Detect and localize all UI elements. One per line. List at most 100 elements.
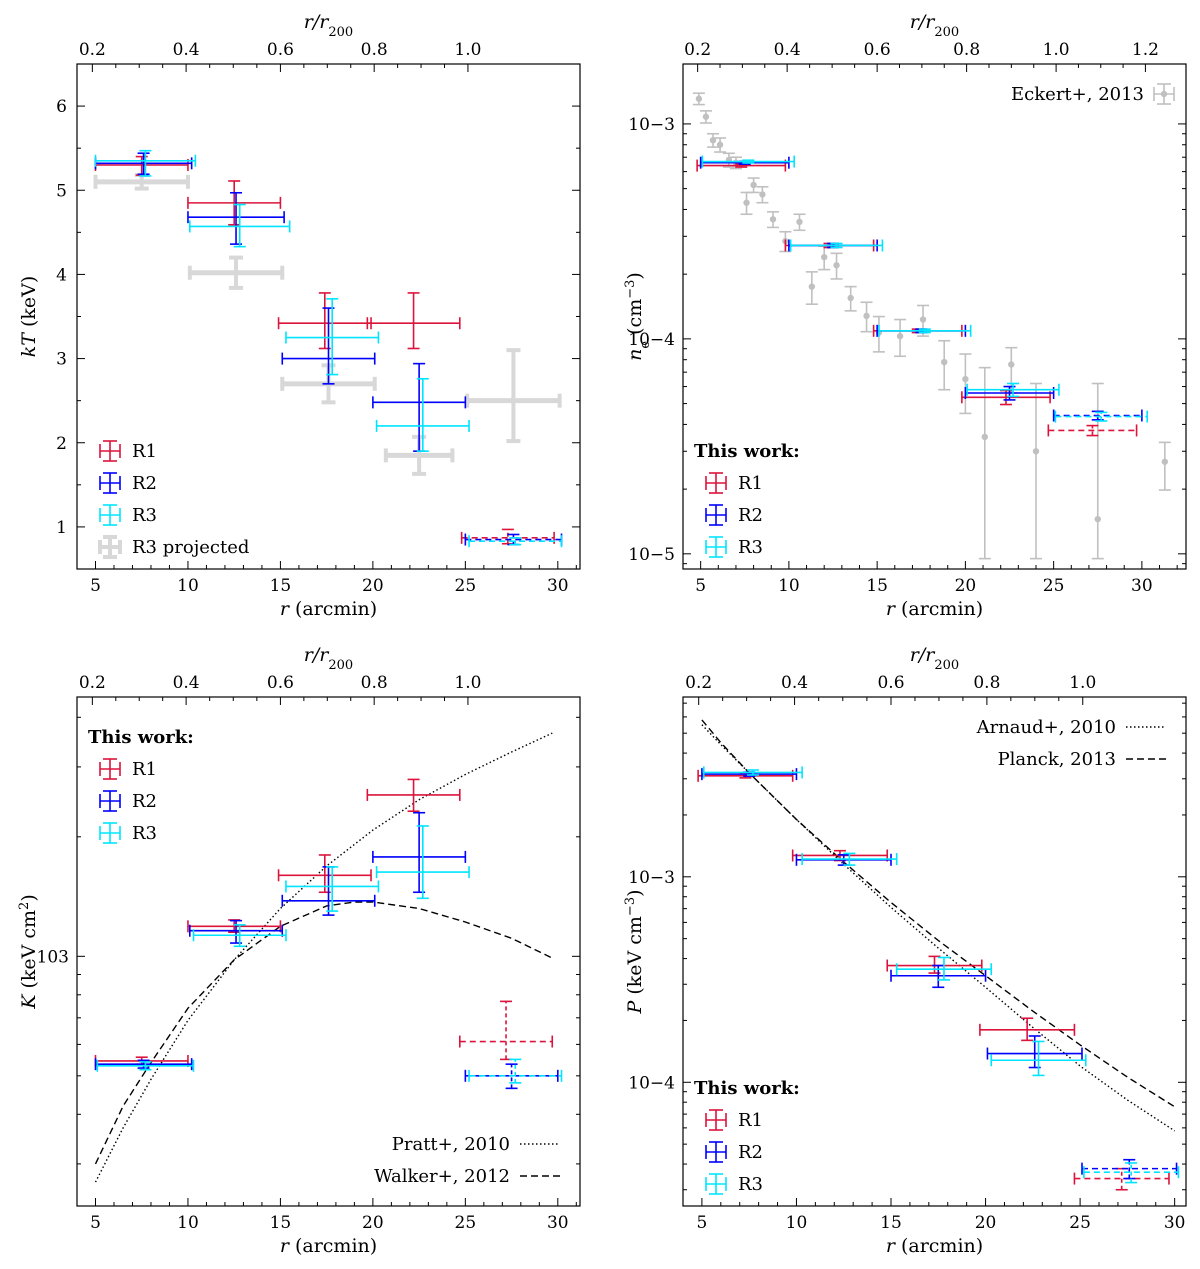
data-point xyxy=(1052,409,1143,422)
x-tick-label: 15 xyxy=(880,1213,902,1233)
data-point xyxy=(895,956,993,981)
legend-label: R3 xyxy=(132,823,157,844)
x-tick-label: 5 xyxy=(695,576,706,596)
data-point xyxy=(366,778,461,813)
series-r1 xyxy=(94,778,554,1067)
axis-label: P (keV cm−3) xyxy=(623,889,647,1014)
data-point xyxy=(468,1058,563,1084)
legend-extra: Eckert+, 2013 xyxy=(1011,83,1175,105)
x-tick-label: 10 xyxy=(177,576,199,596)
top-tick-label: 0.8 xyxy=(953,40,980,60)
x-tick-label: 20 xyxy=(362,1213,384,1233)
data-point xyxy=(767,211,780,229)
y-tick-label: 2 xyxy=(56,434,67,454)
data-point xyxy=(372,362,467,452)
top-axis-label: r/r200 xyxy=(304,644,353,673)
axis-label: kT (keV) xyxy=(18,276,40,358)
legend-curves: Pratt+, 2010 Walker+, 2012 xyxy=(374,1134,560,1187)
curve-walker-2012 xyxy=(94,901,553,1165)
legend-label: R3 xyxy=(132,505,157,526)
top-tick-label: 0.6 xyxy=(864,40,891,60)
x-tick-label: 25 xyxy=(1043,576,1065,596)
data-point xyxy=(468,535,563,548)
data-point xyxy=(966,382,1060,398)
y-tick-label: 10−4 xyxy=(628,1073,675,1093)
series-r1 xyxy=(94,155,555,545)
data-point xyxy=(281,866,376,916)
data-point xyxy=(1091,382,1104,560)
legend-label: R2 xyxy=(132,473,157,494)
legend-label: R2 xyxy=(132,791,157,812)
x-tick-label: 5 xyxy=(696,1213,707,1233)
data-point xyxy=(961,389,1051,406)
legend-label: Planck, 2013 xyxy=(998,749,1116,770)
top-tick-label: 0.6 xyxy=(877,673,904,693)
data-point xyxy=(818,245,831,271)
x-tick-label: 30 xyxy=(1164,1213,1186,1233)
x-tick-label: 20 xyxy=(362,576,384,596)
x-tick-label: 25 xyxy=(455,1213,477,1233)
x-axis-label: r (arcmin) xyxy=(886,1235,983,1257)
data-point xyxy=(878,324,972,337)
data-point xyxy=(1047,424,1138,437)
top-tick-label: 0.4 xyxy=(173,673,200,693)
top-tick-label: 0.6 xyxy=(267,673,294,693)
legend: This work: R1 R2 R3 xyxy=(694,1078,800,1195)
data-point xyxy=(465,348,562,444)
series-r2 xyxy=(699,156,1143,422)
data-point xyxy=(714,137,727,153)
y-tick-label: 10−4 xyxy=(628,330,675,350)
data-point xyxy=(747,177,760,194)
data-point xyxy=(793,213,806,232)
top-tick-label: 0.8 xyxy=(973,673,1000,693)
series-r3 xyxy=(703,766,1180,1184)
top-tick-label: 0.2 xyxy=(684,40,711,60)
legend-label: R1 xyxy=(132,759,157,780)
legend-label: Arnaud+, 2010 xyxy=(976,717,1116,738)
x-tick-label: 10 xyxy=(177,1213,199,1233)
top-tick-label: 1.0 xyxy=(454,673,481,693)
top-tick-label: 0.6 xyxy=(267,40,294,60)
data-point xyxy=(789,239,884,252)
legend-label: Walker+, 2012 xyxy=(374,1166,510,1187)
x-axis-label: r (arcmin) xyxy=(280,598,377,620)
x-tick-label: 30 xyxy=(547,1213,569,1233)
top-tick-label: 0.2 xyxy=(79,673,106,693)
data-point xyxy=(1029,382,1042,560)
x-tick-label: 5 xyxy=(90,1213,101,1233)
legend-label: Eckert+, 2013 xyxy=(1011,84,1144,105)
data-point xyxy=(959,353,972,415)
data-point xyxy=(801,852,898,866)
legend-label: R1 xyxy=(738,1110,763,1131)
x-tick-label: 25 xyxy=(455,576,477,596)
data-point xyxy=(375,825,470,900)
x-tick-label: 20 xyxy=(975,1213,997,1233)
top-tick-label: 0.2 xyxy=(79,40,106,60)
data-point xyxy=(990,1040,1087,1077)
data-point xyxy=(844,285,857,312)
data-point xyxy=(860,301,873,333)
data-point xyxy=(701,155,795,168)
data-point xyxy=(894,318,907,358)
data-point xyxy=(94,1058,193,1071)
x-axis-label: r (arcmin) xyxy=(886,598,983,620)
data-point xyxy=(692,92,705,106)
x-tick-label: 5 xyxy=(90,576,101,596)
legend-label: R3 xyxy=(738,1174,763,1195)
y-tick-label: 3 xyxy=(56,350,67,370)
legend-title: This work: xyxy=(694,1078,800,1099)
plot-frame xyxy=(76,696,581,1207)
series-r2 xyxy=(94,152,563,546)
data-point xyxy=(285,866,380,912)
legend-label: R2 xyxy=(738,505,763,526)
data-point xyxy=(740,191,753,216)
x-tick-label: 30 xyxy=(1131,576,1153,596)
chart-P: 5 10 15 20 25 30 0.2 0.4 0.6 0.8 1.0 10−4 10−3 r (arc… xyxy=(623,644,1187,1257)
top-tick-label: 1.0 xyxy=(1043,40,1070,60)
data-point xyxy=(189,203,291,248)
data-point xyxy=(703,766,803,779)
x-tick-label: 10 xyxy=(786,1213,808,1233)
y-tick-label: 1 xyxy=(56,518,67,538)
legend-label: R3 projected xyxy=(132,537,249,558)
series-r3 xyxy=(94,149,563,548)
